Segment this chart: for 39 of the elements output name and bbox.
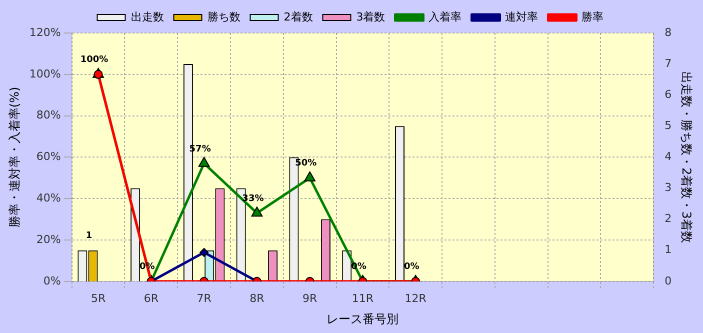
- x-tick-label: 5R: [90, 292, 106, 305]
- x-tick-label: 8R: [250, 292, 265, 305]
- legend-label: 入着率: [428, 10, 462, 24]
- point: [198, 156, 210, 167]
- y2-tick-label: 4: [664, 150, 672, 164]
- y-tick-label: 0%: [43, 274, 61, 288]
- x-tick-label: 12R: [404, 292, 427, 305]
- point: [251, 206, 263, 217]
- y2-tick-label: 0: [664, 274, 672, 288]
- y-tick-label: 40%: [36, 191, 61, 204]
- x-tick-label: 11R: [352, 292, 374, 305]
- y2-tick-label: 8: [664, 26, 672, 39]
- y-tick-label: 80%: [36, 108, 61, 122]
- y2-tick-label: 5: [664, 119, 672, 132]
- legend-label: 3着数: [356, 10, 386, 24]
- data-label: 0%: [404, 262, 420, 272]
- y2-axis-title: 出走数・勝ち数・2着数・3着数: [680, 72, 694, 243]
- y2-tick-label: 2: [664, 212, 672, 226]
- data-label: 100%: [80, 55, 108, 66]
- y-tick-label: 100%: [29, 67, 61, 80]
- y2-tick-label: 7: [664, 56, 672, 70]
- y2-tick-label: 1: [664, 243, 672, 256]
- x-tick-label: 9R: [302, 292, 318, 305]
- y-axis-title: 勝率・連対率・入着率(%): [7, 86, 22, 228]
- legend-label: 出走数: [130, 10, 164, 24]
- legend-label: 勝ち数: [207, 10, 240, 24]
- y-tick-label: 120%: [29, 26, 61, 39]
- y-tick-label: 20%: [36, 232, 61, 246]
- legend-label: 連対率: [505, 10, 538, 24]
- data-label: 1: [86, 231, 92, 242]
- x-tick-label: 7R: [196, 292, 212, 305]
- legend-label: 勝率: [582, 10, 604, 24]
- y2-tick-label: 3: [664, 181, 672, 194]
- legend-label: 2着数: [284, 10, 313, 24]
- x-axis-title: レース番号別: [326, 312, 399, 326]
- y2-tick-label: 6: [664, 88, 672, 101]
- y-tick-label: 60%: [36, 150, 61, 164]
- x-tick-label: 6R: [144, 292, 159, 305]
- point: [304, 171, 316, 182]
